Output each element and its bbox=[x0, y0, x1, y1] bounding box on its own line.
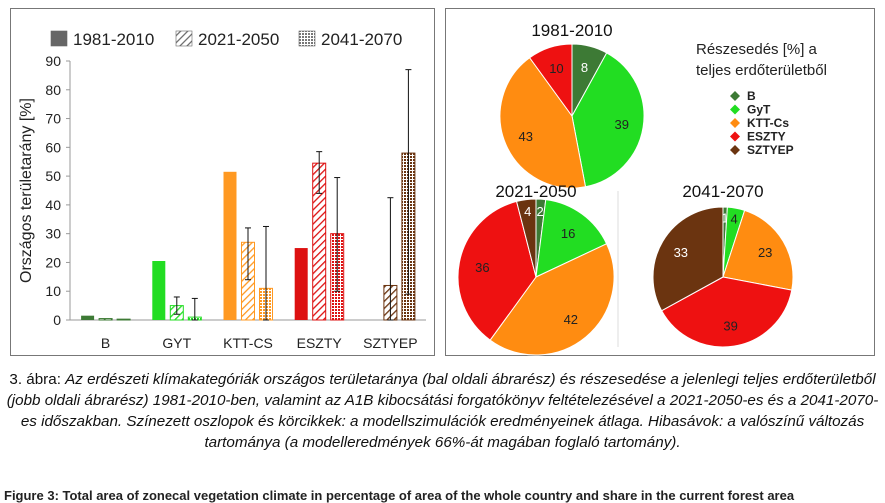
error-bar bbox=[334, 177, 341, 292]
caption-body: Az erdészeti klímakategóriák országos te… bbox=[6, 371, 879, 451]
pie-slice bbox=[571, 52, 645, 188]
english-caption: Figure 3: Total area of zonecal vegetati… bbox=[4, 488, 795, 503]
x-tick-label: GYT bbox=[162, 335, 191, 351]
slice-label: 36 bbox=[475, 260, 489, 275]
legend-item: B bbox=[730, 89, 756, 103]
y-tick-label: 60 bbox=[45, 139, 61, 155]
legend-item: GyT bbox=[730, 103, 771, 117]
legend-item: 2021-2050 bbox=[175, 30, 279, 49]
slice-label: 23 bbox=[758, 245, 772, 260]
y-tick-label: 40 bbox=[45, 197, 61, 213]
legend-label: 2041-2070 bbox=[321, 30, 402, 49]
error-bar bbox=[316, 151, 323, 194]
legend-marker bbox=[730, 118, 740, 128]
pie: 1981-2010 8 39 43 10 bbox=[499, 21, 645, 189]
error-bar bbox=[387, 197, 394, 321]
slice-label: 16 bbox=[561, 226, 575, 241]
slice-label: 1 bbox=[721, 211, 728, 226]
error-bar bbox=[245, 227, 251, 281]
legend-label: KTT-Cs bbox=[747, 116, 789, 130]
pie-slice bbox=[722, 209, 794, 291]
pie-slice bbox=[499, 57, 587, 189]
y-tick-label: 20 bbox=[45, 254, 61, 270]
figure-caption: 3. ábra: Az erdészeti klímakategóriák or… bbox=[4, 369, 881, 453]
legend-label: SZTYEP bbox=[747, 143, 794, 157]
y-tick-label: 10 bbox=[45, 283, 61, 299]
legend-item: 2041-2070 bbox=[298, 30, 402, 49]
legend-marker bbox=[730, 131, 740, 142]
pie-slice bbox=[652, 206, 724, 312]
y-axis-label: Országos területarány [%] bbox=[18, 98, 35, 283]
bar bbox=[116, 318, 131, 321]
y-tick-label: 70 bbox=[45, 111, 61, 127]
pie-slice bbox=[489, 243, 615, 356]
legend-title: Részesedés [%] a bbox=[696, 41, 818, 58]
legend-swatch bbox=[50, 30, 68, 47]
legend-item: SZTYEP bbox=[730, 143, 794, 157]
y-tick-label: 30 bbox=[45, 226, 61, 242]
pie-slice bbox=[660, 276, 793, 348]
legend-item: 1981-2010 bbox=[50, 30, 154, 49]
pie: 2041-2070 1 4 23 39 33 bbox=[652, 182, 794, 348]
bar-chart-panel: 0 10 20 30 40 50 60 70 80 90 Országos területarány… bbox=[10, 8, 435, 356]
slice-label: 8 bbox=[581, 60, 588, 75]
legend-label: ESZTY bbox=[747, 130, 786, 144]
x-tick-label: B bbox=[101, 335, 110, 351]
slice-label: 33 bbox=[674, 245, 688, 260]
x-tick-label: ESZTY bbox=[297, 335, 343, 351]
pie-slice bbox=[535, 199, 608, 278]
legend-label: GyT bbox=[747, 103, 771, 117]
slice-label: 42 bbox=[564, 312, 578, 327]
slice-label: 10 bbox=[549, 61, 563, 76]
legend-label: 2021-2050 bbox=[198, 30, 279, 49]
legend-label: 1981-2010 bbox=[73, 30, 154, 49]
error-bar bbox=[405, 69, 412, 295]
pie-title: 1981-2010 bbox=[531, 21, 612, 40]
y-tick-label: 90 bbox=[45, 53, 61, 69]
x-tick-label: SZTYEP bbox=[363, 335, 417, 351]
y-tick-label: 50 bbox=[45, 168, 61, 184]
bar bbox=[81, 315, 95, 320]
legend-swatch bbox=[298, 30, 316, 47]
y-tick-label: 80 bbox=[45, 82, 61, 98]
bar bbox=[152, 261, 166, 320]
pie-charts-panel: 1981-2010 8 39 43 10 2021-2050 2 16 42 36 4 2041-20… bbox=[445, 8, 875, 356]
pie-title: 2041-2070 bbox=[682, 182, 763, 201]
legend-marker bbox=[730, 145, 740, 155]
bar-chart: 0 10 20 30 40 50 60 70 80 90 Országos területarány… bbox=[18, 30, 426, 351]
pie-slice bbox=[515, 198, 537, 278]
bar bbox=[294, 248, 308, 320]
legend-marker bbox=[730, 91, 740, 101]
pie-charts: 1981-201083943102021-2050216423642041-20… bbox=[457, 21, 827, 356]
caption-lead: 3. ábra: bbox=[9, 371, 66, 388]
slice-label: 4 bbox=[731, 212, 738, 227]
bar bbox=[223, 171, 237, 320]
legend-item: KTT-Cs bbox=[730, 116, 789, 130]
bar bbox=[98, 318, 113, 321]
slice-label: 43 bbox=[519, 129, 533, 144]
legend-title: teljes erdőterületből bbox=[696, 62, 827, 79]
legend-label: B bbox=[747, 89, 756, 103]
pie-slice bbox=[457, 200, 537, 341]
error-bar bbox=[173, 296, 180, 315]
legend-swatch bbox=[175, 30, 193, 47]
x-tick-label: KTT-CS bbox=[223, 335, 273, 351]
y-tick-label: 0 bbox=[53, 312, 61, 328]
error-bar bbox=[263, 225, 269, 321]
slice-label: 39 bbox=[615, 117, 629, 132]
legend-item: ESZTY bbox=[730, 130, 786, 144]
slice-label: 4 bbox=[524, 204, 531, 219]
slice-label: 2 bbox=[537, 204, 544, 219]
pie: 2021-2050 2 16 42 36 4 bbox=[457, 182, 615, 356]
pie-title: 2021-2050 bbox=[495, 182, 576, 201]
pie-slice bbox=[528, 43, 573, 118]
slice-label: 39 bbox=[723, 318, 737, 333]
legend-marker bbox=[730, 104, 740, 115]
error-bar bbox=[191, 297, 198, 321]
